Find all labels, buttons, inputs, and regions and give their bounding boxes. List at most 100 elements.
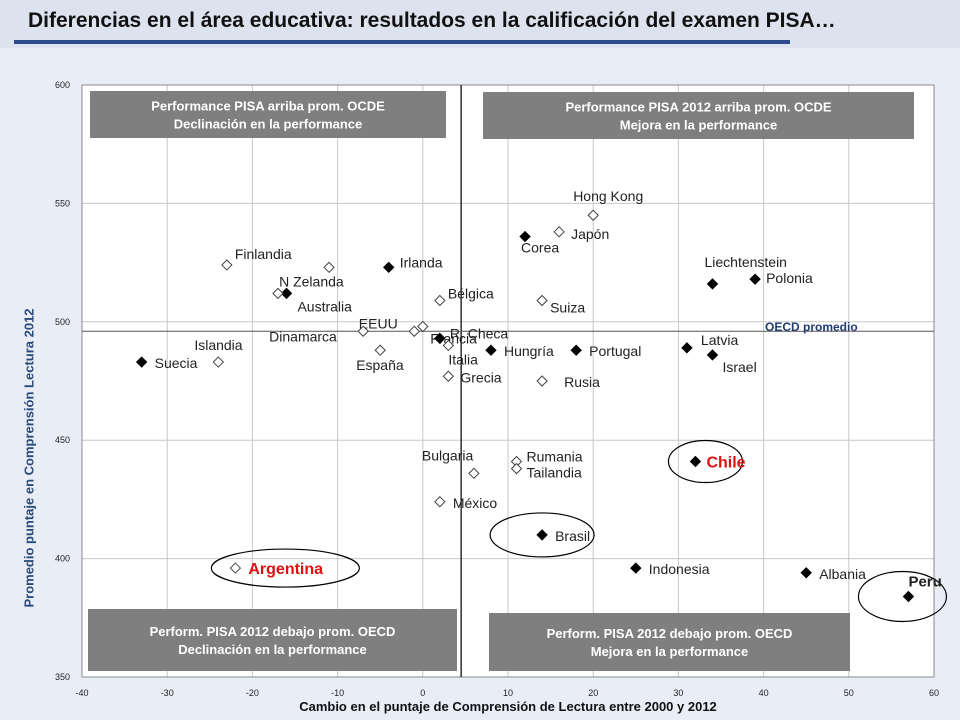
y-tick-label: 500	[55, 317, 70, 327]
data-point	[468, 467, 480, 480]
quadrant-box	[489, 613, 850, 671]
x-tick-label: -30	[161, 688, 174, 698]
point-label: Latvia	[701, 332, 739, 348]
oecd-average-label: OECD promedio	[765, 320, 858, 334]
x-tick-label: 40	[759, 688, 769, 698]
point-label: Japón	[571, 226, 609, 242]
data-point	[587, 209, 599, 221]
x-tick-label: -40	[75, 688, 88, 698]
data-point	[689, 455, 702, 468]
data-point	[221, 259, 233, 271]
quadrant-label-line1: Performance PISA 2012 arriba prom. OCDE	[565, 100, 831, 115]
title-bar: Diferencias en el área educativa: result…	[0, 0, 960, 48]
data-point	[706, 349, 719, 361]
point-label: Albania	[819, 566, 866, 582]
x-tick-label: 20	[588, 688, 598, 698]
x-tick-label: 10	[503, 688, 513, 698]
data-point	[357, 325, 369, 337]
quadrant-box	[88, 609, 457, 671]
data-point	[323, 261, 335, 274]
point-label: Finlandia	[235, 246, 292, 262]
data-point	[902, 590, 915, 603]
data-point	[570, 344, 582, 356]
data-point	[434, 294, 446, 307]
quadrant-label-line2: Declinación en la performance	[178, 642, 367, 657]
x-tick-label: 60	[929, 688, 939, 698]
point-label: Rumania	[527, 449, 583, 465]
point-label: México	[453, 495, 498, 511]
point-label: Suiza	[550, 299, 585, 315]
data-point	[434, 332, 446, 345]
data-point	[800, 567, 812, 579]
title-underline	[14, 40, 790, 44]
point-label: Hong Kong	[573, 188, 643, 204]
point-label: Tailandia	[527, 465, 582, 481]
point-label: Irlanda	[400, 254, 443, 270]
x-axis-label: Cambio en el puntaje de Comprensión de L…	[299, 699, 717, 714]
quadrant-label-line2: Mejora en la performance	[620, 118, 778, 133]
point-label: Liechtenstein	[704, 254, 787, 270]
point-label: Indonesia	[649, 561, 710, 577]
y-tick-label: 450	[55, 435, 70, 445]
data-point	[749, 273, 761, 285]
y-tick-label: 550	[55, 198, 70, 208]
data-point	[383, 261, 395, 274]
x-tick-label: 50	[844, 688, 854, 698]
data-point	[417, 320, 429, 333]
highlight-ellipse	[210, 548, 360, 588]
highlight-ellipse	[667, 439, 744, 484]
data-point	[280, 287, 293, 300]
data-point	[536, 294, 548, 307]
point-label: Hungría	[504, 343, 554, 359]
y-tick-label: 400	[55, 554, 70, 564]
y-tick-label: 350	[55, 672, 70, 682]
data-point	[510, 462, 523, 475]
data-point	[536, 529, 548, 541]
point-label: Rusia	[564, 374, 600, 390]
data-point	[553, 226, 565, 238]
point-label: N Zelanda	[279, 273, 344, 289]
data-point	[229, 562, 242, 574]
point-label: Corea	[521, 240, 559, 256]
data-point	[434, 496, 446, 508]
point-label: Israel	[722, 359, 756, 375]
data-point	[485, 344, 497, 356]
point-label: Dinamarca	[269, 328, 337, 344]
point-label: Polonia	[766, 270, 813, 286]
point-label: Islandia	[194, 337, 242, 353]
point-label: Brasil	[555, 528, 590, 544]
data-point	[442, 370, 455, 382]
point-label: R. Checa	[450, 325, 509, 341]
point-label: Grecia	[460, 369, 501, 385]
point-label: Bélgica	[448, 285, 494, 301]
data-point	[519, 230, 531, 243]
data-point	[374, 344, 386, 356]
data-point	[442, 339, 455, 352]
y-tick-label: 600	[55, 80, 70, 90]
point-label: Francia	[430, 330, 477, 346]
data-point	[681, 342, 693, 354]
point-label: Argentina	[248, 561, 323, 578]
highlight-ellipse	[489, 512, 595, 558]
data-point	[272, 287, 284, 300]
x-tick-label: 30	[673, 688, 683, 698]
quadrant-label-line1: Perform. PISA 2012 debajo prom. OECD	[547, 626, 793, 641]
x-tick-label: 0	[420, 688, 425, 698]
point-label: España	[356, 357, 404, 373]
plot-frame	[81, 84, 935, 678]
quadrant-box	[483, 92, 914, 139]
quadrant-label-line2: Declinación en la performance	[174, 117, 363, 132]
quadrant-label-line2: Mejora en la performance	[591, 644, 749, 659]
point-label: Chile	[706, 455, 745, 472]
point-label: Peru	[908, 573, 941, 590]
quadrant-label-line1: Perform. PISA 2012 debajo prom. OECD	[150, 624, 396, 639]
data-point	[706, 278, 719, 290]
point-label: Bulgaria	[422, 447, 474, 463]
highlight-ellipse	[857, 570, 948, 623]
y-axis-label: Promedio puntaje en Comprensión Lectura …	[21, 308, 37, 608]
point-label: Portugal	[589, 343, 641, 359]
point-label: Australia	[297, 298, 352, 314]
point-label: EEUU	[359, 316, 398, 332]
x-tick-label: -10	[331, 688, 344, 698]
